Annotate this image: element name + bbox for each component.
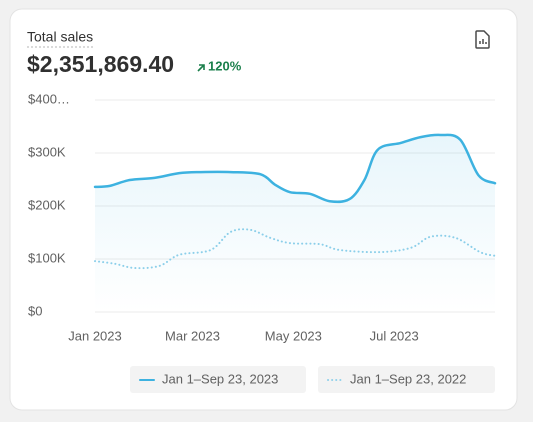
legend-label: Jan 1–Sep 23, 2022 [350, 371, 466, 386]
change-arrow [197, 64, 205, 72]
y-tick-label: $300K [28, 144, 66, 159]
y-tick-label: $0 [28, 303, 42, 318]
x-tick-label: Mar 2023 [165, 328, 220, 343]
legend-item [318, 366, 495, 393]
change-value: 120% [208, 58, 242, 73]
total-value: $2,351,869.40 [27, 51, 174, 77]
series-line [93, 133, 497, 204]
x-tick-label: Jan 2023 [68, 328, 122, 343]
area [95, 134, 495, 312]
legend-label: Jan 1–Sep 23, 2023 [162, 371, 278, 386]
legend-item [130, 366, 306, 393]
x-tick-label: May 2023 [265, 328, 322, 343]
y-tick-label: $400… [28, 91, 70, 106]
y-tick-label: $100K [28, 250, 66, 265]
x-tick-label: Jul 2023 [370, 328, 419, 343]
y-tick-label: $200K [28, 197, 66, 212]
export-icon [475, 30, 490, 49]
card-title: Total sales [27, 29, 93, 45]
